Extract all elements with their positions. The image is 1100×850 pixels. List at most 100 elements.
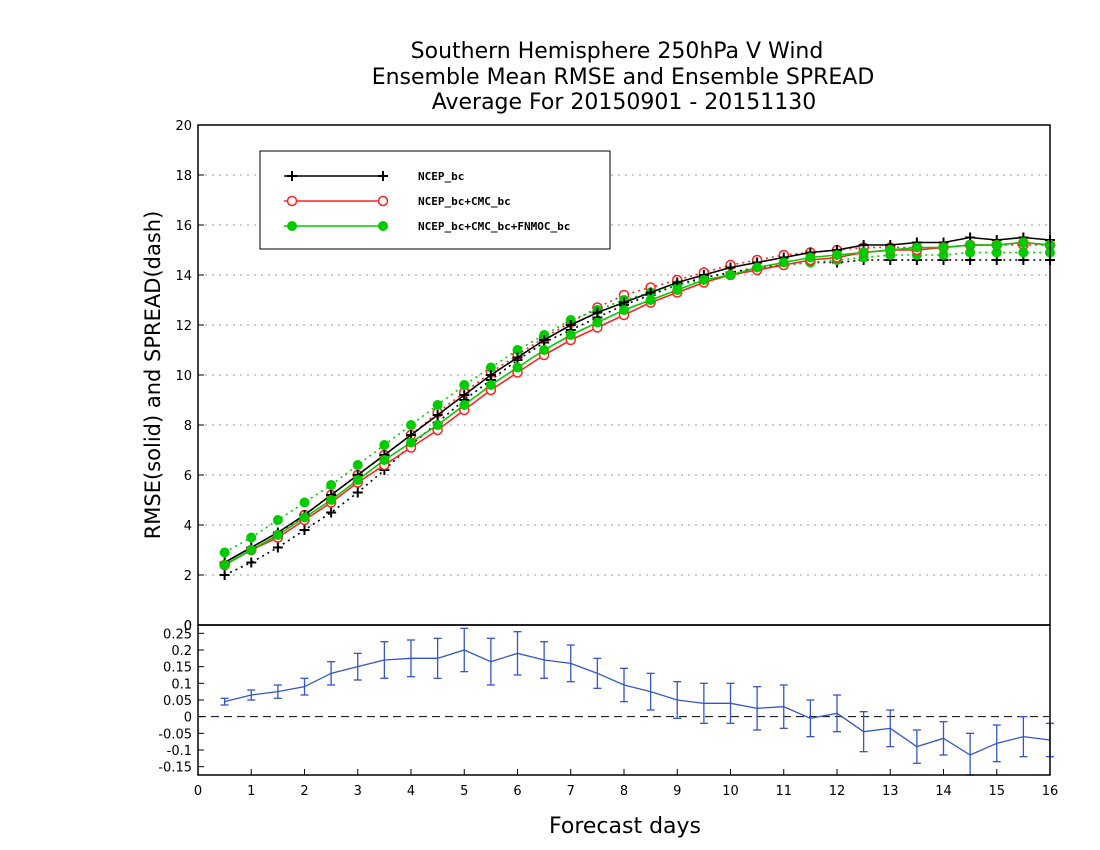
x-tick-label: 8 xyxy=(620,784,628,799)
y-tick-label: 0.2 xyxy=(171,644,192,659)
y-axis-label: RMSE(solid) and SPREAD(dash) xyxy=(141,211,165,540)
y-tick-label: 0.15 xyxy=(163,661,192,676)
filled-circle-marker xyxy=(832,250,842,260)
filled-circle-marker xyxy=(858,247,869,258)
filled-circle-marker xyxy=(485,380,496,390)
x-tick-label: 14 xyxy=(935,784,952,799)
difference-series xyxy=(220,627,1054,776)
y-tick-label: 16 xyxy=(175,219,192,234)
legend-label: NCEP_bc+CMC_bc xyxy=(418,195,511,208)
x-tick-label: 0 xyxy=(194,784,202,799)
filled-circle-marker xyxy=(752,262,763,273)
filled-circle-marker xyxy=(1018,237,1029,248)
x-tick-label: 13 xyxy=(882,784,899,799)
legend-box xyxy=(259,150,611,250)
x-tick-label: 3 xyxy=(354,784,362,799)
filled-circle-marker xyxy=(459,400,470,410)
filled-circle-marker xyxy=(725,270,736,280)
spread-line xyxy=(224,244,1050,566)
y-tick-label: 12 xyxy=(175,319,192,334)
filled-circle-marker xyxy=(938,242,949,253)
x-tick-label: 11 xyxy=(775,784,792,799)
chart-title-line-3: Average For 20150901 - 20151130 xyxy=(432,90,817,115)
filled-circle-marker xyxy=(672,285,683,295)
open-circle-marker xyxy=(286,195,298,207)
x-tick-label: 7 xyxy=(567,784,575,799)
rmse-line xyxy=(224,236,1051,564)
x-tick-label: 9 xyxy=(673,784,681,799)
filled-circle-marker xyxy=(379,455,390,465)
x-tick-label: 5 xyxy=(460,784,468,799)
filled-circle-marker xyxy=(287,221,297,231)
filled-circle-marker xyxy=(299,497,310,508)
filled-circle-marker xyxy=(352,460,363,470)
y-tick-label: 0.05 xyxy=(163,694,192,709)
y-tick-label: 10 xyxy=(175,369,192,384)
filled-circle-marker xyxy=(406,420,416,430)
x-axis-ticks: 0 1 2 3 4 5 6 7 8 9 10 11 12 13 14 15 16 xyxy=(194,769,1058,799)
filled-circle-marker xyxy=(805,252,816,263)
filled-circle-marker xyxy=(432,400,443,410)
y-tick-label: 8 xyxy=(184,419,192,434)
top-panel-series xyxy=(219,232,1056,580)
filled-circle-marker xyxy=(272,530,283,540)
filled-circle-marker xyxy=(379,440,390,450)
y-tick-label: 4 xyxy=(184,519,192,534)
difference-line xyxy=(224,649,1051,756)
y-tick-label: 14 xyxy=(175,269,192,284)
filled-circle-marker xyxy=(326,480,337,490)
filled-circle-marker xyxy=(1018,247,1029,258)
y-tick-label: 6 xyxy=(184,469,192,484)
filled-circle-marker xyxy=(965,240,976,250)
x-tick-label: 10 xyxy=(722,784,739,799)
legend: NCEP_bc NCEP_bc+CMC_bc NCEP_bc+CMC_bc+FNMO… xyxy=(259,150,611,250)
filled-circle-marker xyxy=(406,437,416,448)
y-tick-label: 2 xyxy=(184,569,192,584)
y-tick-label: 20 xyxy=(175,119,192,134)
filled-circle-marker xyxy=(565,330,576,340)
filled-circle-marker xyxy=(219,547,230,558)
filled-circle-marker xyxy=(539,345,550,355)
x-tick-label: 15 xyxy=(988,784,1005,799)
filled-circle-marker xyxy=(911,242,922,253)
rmse-spread-panel: 0 2 4 6 8 10 12 14 16 18 20 xyxy=(175,119,1056,634)
chart-title-line-1: Southern Hemisphere 250hPa V Wind xyxy=(411,39,824,64)
x-tick-label: 12 xyxy=(829,784,846,799)
legend-label: NCEP_bc+CMC_bc+FNMOC_bc xyxy=(418,220,570,233)
x-tick-label: 16 xyxy=(1042,784,1059,799)
legend-label: NCEP_bc xyxy=(418,170,464,183)
filled-circle-marker xyxy=(698,275,709,285)
spread-line xyxy=(224,259,1050,576)
filled-circle-marker xyxy=(512,362,523,373)
x-axis-label: Forecast days xyxy=(549,814,701,839)
y-tick-label: 0 xyxy=(184,619,192,634)
y-tick-label: 0.25 xyxy=(163,627,192,642)
filled-circle-marker xyxy=(432,420,443,430)
filled-circle-marker xyxy=(378,221,388,231)
filled-circle-marker xyxy=(326,495,337,505)
filled-circle-marker xyxy=(246,532,257,543)
y-tick-label: 0 xyxy=(184,711,192,726)
x-tick-label: 6 xyxy=(513,784,521,799)
y-tick-label: -0.05 xyxy=(158,727,192,742)
filled-circle-marker xyxy=(352,475,363,485)
filled-circle-marker xyxy=(592,317,603,328)
rmse-line xyxy=(224,241,1051,566)
filled-circle-marker xyxy=(246,545,257,555)
filled-circle-marker xyxy=(645,295,656,305)
x-tick-label: 1 xyxy=(247,784,255,799)
filled-circle-marker xyxy=(885,245,896,255)
x-tick-label: 2 xyxy=(300,784,308,799)
top-panel-y-ticks: 0 2 4 6 8 10 12 14 16 18 20 xyxy=(175,119,204,634)
filled-circle-marker xyxy=(299,512,310,523)
filled-circle-marker xyxy=(991,240,1002,250)
open-circle-marker xyxy=(377,195,389,207)
filled-circle-marker xyxy=(459,380,470,390)
filled-circle-marker xyxy=(219,560,230,570)
rmse-line xyxy=(224,241,1051,566)
y-tick-label: -0.15 xyxy=(158,761,192,776)
chart-title-line-2: Ensemble Mean RMSE and Ensemble SPREAD xyxy=(372,65,875,90)
filled-circle-marker xyxy=(272,515,283,525)
